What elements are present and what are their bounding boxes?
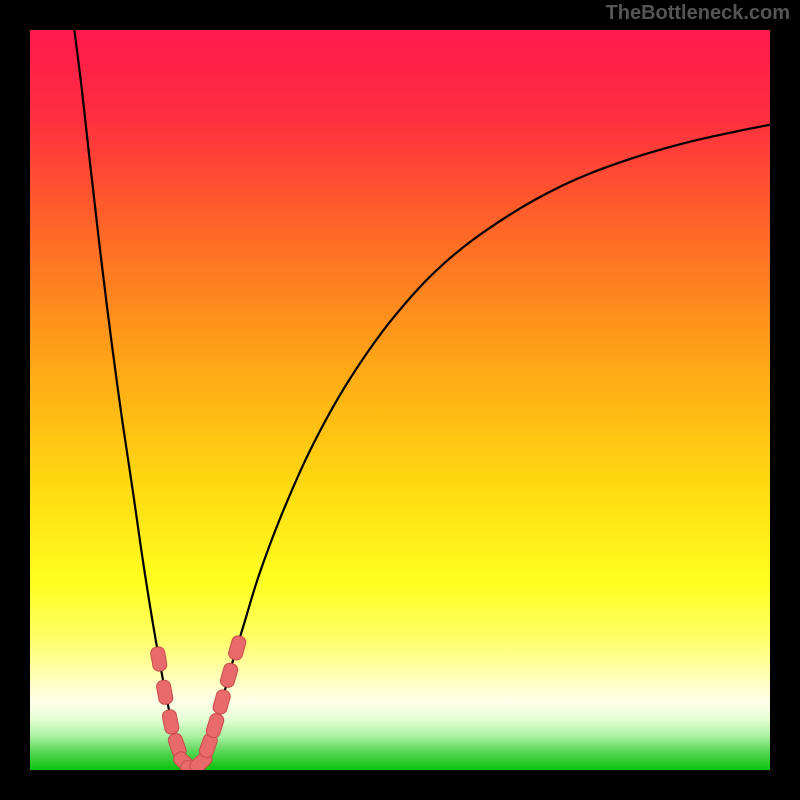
chart-svg <box>30 30 770 770</box>
attribution-text: TheBottleneck.com <box>606 2 790 25</box>
chart-background <box>30 30 770 770</box>
outer-frame: TheBottleneck.com <box>0 0 800 800</box>
plot-area <box>30 30 770 770</box>
